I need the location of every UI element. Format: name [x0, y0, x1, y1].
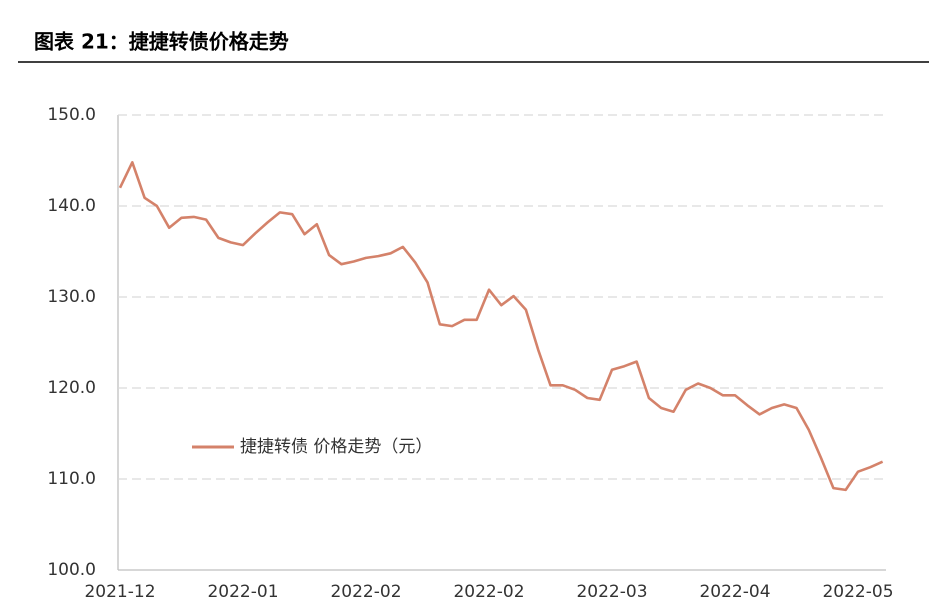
y-tick-label: 110.0 [47, 469, 96, 489]
x-tick-label: 2022-01 [207, 582, 278, 602]
x-tick-label: 2022-02 [330, 582, 401, 602]
x-tick-label: 2022-02 [453, 582, 524, 602]
chart-title: 图表 21：捷捷转债价格走势 [34, 30, 289, 54]
price-line [118, 161, 884, 492]
y-tick-label: 150.0 [47, 105, 96, 125]
y-tick-label: 120.0 [47, 378, 96, 398]
y-tick-label: 130.0 [47, 287, 96, 307]
legend-label: 捷捷转债 价格走势（元） [240, 437, 432, 457]
x-tick-label: 2021-12 [84, 582, 155, 602]
y-tick-label: 100.0 [47, 560, 96, 580]
x-tick-label: 2022-04 [699, 582, 770, 602]
x-tick-label: 2022-05 [822, 582, 893, 602]
y-tick-label: 140.0 [47, 196, 96, 216]
x-tick-label: 2022-03 [576, 582, 647, 602]
